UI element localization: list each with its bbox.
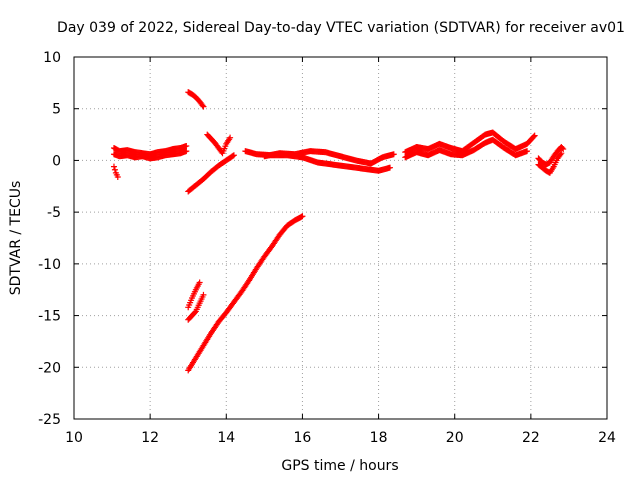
y-tick-label: 5 [52,102,61,118]
data-point [227,134,234,141]
y-tick-label: -20 [38,360,61,376]
data-point [299,213,306,220]
data-point [560,146,567,153]
y-tick-label: -5 [47,205,61,221]
y-axis-label: SDTVAR / TECUs [8,181,24,296]
grid-layer [74,57,607,419]
x-tick-label: 18 [370,430,388,446]
data-point [114,173,121,180]
x-tick-label: 14 [217,430,235,446]
data-point [229,152,236,159]
data-point [200,291,207,298]
data-point [183,142,190,149]
y-tick-label: -10 [38,257,61,273]
data-point [199,102,206,109]
data-point [110,163,117,170]
data-point [557,151,564,158]
data-point [196,279,203,286]
points-layer [110,89,567,374]
plot-frame [73,56,608,420]
y-tick-label: 0 [52,153,61,169]
data-point [558,150,565,157]
x-tick-label: 20 [446,430,464,446]
data-point [183,148,190,155]
data-point [531,132,538,139]
x-tick-label: 10 [65,430,83,446]
data-point [530,133,537,140]
data-point [390,151,397,158]
data-point [230,152,237,159]
ticks-layer: 10 12 14 16 18 20 22 24 10 5 0 -5 -10 -15 -20 -25 [38,50,616,446]
y-tick-label: -25 [38,412,61,428]
data-point [200,103,207,110]
data-point [111,166,118,173]
x-axis-label: GPS time / hours [281,458,398,474]
x-tick-label: 16 [294,430,312,446]
data-point [524,148,531,155]
data-point [191,309,198,316]
y-tick-label: -15 [38,309,61,325]
y-tick-label: 10 [43,50,61,66]
x-tick-label: 22 [522,430,540,446]
chart-title: Day 039 of 2022, Sidereal Day-to-day VTE… [57,20,625,36]
x-tick-label: 12 [141,430,159,446]
data-point [386,164,393,171]
data-point [559,145,566,152]
x-tick-label: 24 [598,430,616,446]
